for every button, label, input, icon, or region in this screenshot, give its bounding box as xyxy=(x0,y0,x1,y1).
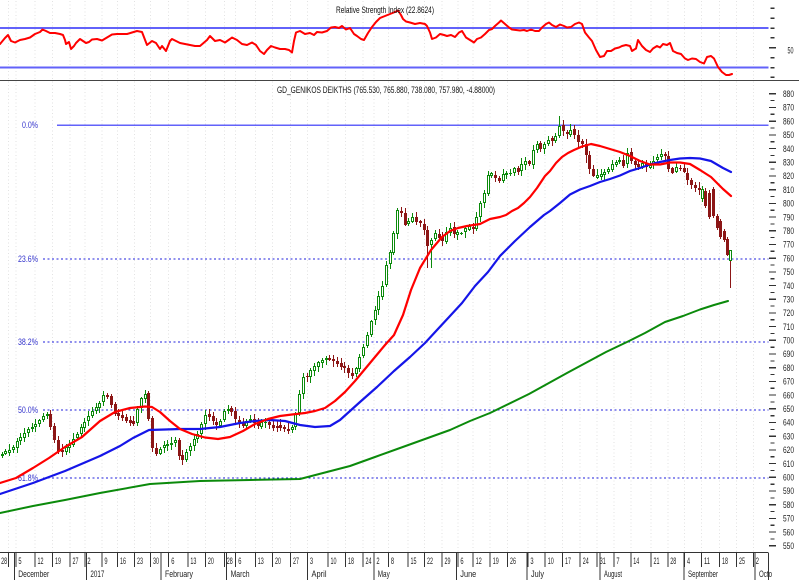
svg-text:December: December xyxy=(18,569,49,579)
svg-text:July: July xyxy=(531,569,544,579)
svg-text:790: 790 xyxy=(783,212,794,223)
svg-text:15: 15 xyxy=(411,556,417,566)
svg-text:830: 830 xyxy=(783,157,794,168)
svg-text:840: 840 xyxy=(783,144,794,155)
svg-text:50.0%: 50.0% xyxy=(18,405,38,415)
svg-text:April: April xyxy=(312,569,327,579)
svg-text:23.6%: 23.6% xyxy=(18,254,38,264)
svg-text:28: 28 xyxy=(1,556,7,566)
svg-text:610: 610 xyxy=(783,459,794,470)
svg-text:19: 19 xyxy=(493,556,499,566)
svg-text:650: 650 xyxy=(783,404,794,415)
svg-text:820: 820 xyxy=(783,171,794,182)
svg-text:660: 660 xyxy=(783,390,794,401)
svg-text:17: 17 xyxy=(565,556,571,566)
svg-text:580: 580 xyxy=(783,500,794,511)
svg-text:29: 29 xyxy=(445,556,451,566)
svg-text:10: 10 xyxy=(331,556,337,566)
svg-text:640: 640 xyxy=(783,418,794,429)
svg-text:14: 14 xyxy=(633,556,639,566)
svg-text:4: 4 xyxy=(687,556,690,566)
svg-text:550: 550 xyxy=(783,541,794,552)
svg-text:750: 750 xyxy=(783,267,794,278)
svg-text:19: 19 xyxy=(55,556,61,566)
svg-text:800: 800 xyxy=(783,199,794,210)
svg-text:31: 31 xyxy=(600,556,606,566)
svg-text:9: 9 xyxy=(104,556,107,566)
svg-text:760: 760 xyxy=(783,253,794,264)
svg-text:2: 2 xyxy=(87,556,90,566)
svg-text:680: 680 xyxy=(783,363,794,374)
svg-text:23: 23 xyxy=(137,556,143,566)
svg-text:16: 16 xyxy=(120,556,126,566)
svg-text:22: 22 xyxy=(427,556,433,566)
svg-text:38.2%: 38.2% xyxy=(18,337,38,347)
svg-text:61.8%: 61.8% xyxy=(18,473,38,483)
svg-text:880: 880 xyxy=(783,89,794,100)
svg-text:3: 3 xyxy=(310,556,313,566)
svg-text:25: 25 xyxy=(739,556,745,566)
svg-text:26: 26 xyxy=(510,556,516,566)
svg-text:5: 5 xyxy=(18,556,21,566)
svg-text:Octo: Octo xyxy=(759,569,772,579)
svg-text:6: 6 xyxy=(238,556,241,566)
svg-text:27: 27 xyxy=(293,556,299,566)
svg-text:810: 810 xyxy=(783,185,794,196)
svg-text:2: 2 xyxy=(376,556,379,566)
svg-text:620: 620 xyxy=(783,445,794,456)
svg-text:21: 21 xyxy=(654,556,660,566)
svg-text:700: 700 xyxy=(783,336,794,347)
svg-text:30: 30 xyxy=(153,556,159,566)
svg-text:3: 3 xyxy=(530,556,533,566)
svg-text:18: 18 xyxy=(722,556,728,566)
svg-text:February: February xyxy=(165,569,193,579)
svg-text:27: 27 xyxy=(73,556,79,566)
svg-text:28: 28 xyxy=(227,556,233,566)
svg-text:2: 2 xyxy=(756,556,759,566)
svg-text:11: 11 xyxy=(704,556,710,566)
svg-text:May: May xyxy=(378,569,390,579)
svg-text:560: 560 xyxy=(783,527,794,538)
svg-text:12: 12 xyxy=(476,556,482,566)
svg-text:690: 690 xyxy=(783,349,794,360)
svg-text:770: 770 xyxy=(783,240,794,251)
svg-text:6: 6 xyxy=(171,556,174,566)
svg-text:13: 13 xyxy=(190,556,196,566)
svg-text:March: March xyxy=(231,569,250,579)
svg-text:630: 630 xyxy=(783,431,794,442)
svg-text:730: 730 xyxy=(783,294,794,305)
svg-text:860: 860 xyxy=(783,116,794,127)
svg-text:18: 18 xyxy=(348,556,354,566)
svg-text:24: 24 xyxy=(583,556,589,566)
svg-text:870: 870 xyxy=(783,103,794,114)
svg-text:6: 6 xyxy=(460,556,463,566)
svg-text:780: 780 xyxy=(783,226,794,237)
svg-text:7: 7 xyxy=(616,556,619,566)
svg-text:GD_GENIKOS DEIKTHS (765.530, 7: GD_GENIKOS DEIKTHS (765.530, 765.880, 73… xyxy=(277,85,495,96)
svg-text:13: 13 xyxy=(258,556,264,566)
svg-text:2017: 2017 xyxy=(90,569,104,579)
svg-text:0.0%: 0.0% xyxy=(22,120,38,130)
svg-text:September: September xyxy=(688,569,718,579)
svg-text:670: 670 xyxy=(783,377,794,388)
svg-text:570: 570 xyxy=(783,514,794,525)
svg-text:720: 720 xyxy=(783,308,794,319)
svg-text:710: 710 xyxy=(783,322,794,333)
svg-text:8: 8 xyxy=(391,556,394,566)
svg-text:10: 10 xyxy=(548,556,554,566)
svg-text:Relative Strength Index (22.86: Relative Strength Index (22.8624) xyxy=(336,5,434,16)
svg-text:740: 740 xyxy=(783,281,794,292)
svg-text:August: August xyxy=(604,569,622,579)
svg-text:12: 12 xyxy=(38,556,44,566)
svg-text:June: June xyxy=(460,569,476,579)
svg-text:50: 50 xyxy=(788,46,794,57)
svg-text:600: 600 xyxy=(783,473,794,484)
svg-text:850: 850 xyxy=(783,130,794,141)
svg-text:28: 28 xyxy=(670,556,676,566)
svg-text:590: 590 xyxy=(783,486,794,497)
svg-text:20: 20 xyxy=(208,556,214,566)
svg-text:24: 24 xyxy=(366,556,372,566)
svg-text:20: 20 xyxy=(275,556,281,566)
